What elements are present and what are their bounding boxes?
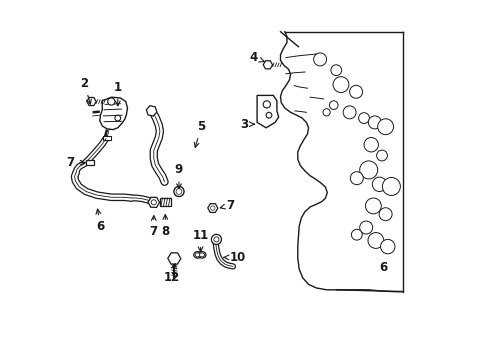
Text: 11: 11 (192, 229, 208, 252)
Text: 5: 5 (194, 120, 205, 147)
Circle shape (367, 233, 383, 248)
Text: 10: 10 (224, 251, 246, 264)
Circle shape (107, 98, 115, 105)
Text: 7: 7 (149, 216, 158, 238)
Circle shape (378, 208, 391, 221)
Circle shape (376, 150, 386, 161)
FancyBboxPatch shape (159, 198, 171, 206)
Ellipse shape (195, 253, 200, 257)
Ellipse shape (193, 252, 201, 258)
Circle shape (358, 113, 368, 123)
Circle shape (365, 198, 381, 214)
Circle shape (359, 221, 372, 234)
Text: 7: 7 (66, 156, 85, 169)
Ellipse shape (198, 252, 205, 258)
Circle shape (363, 138, 378, 152)
Polygon shape (257, 95, 278, 128)
Text: 8: 8 (161, 215, 169, 238)
Circle shape (349, 172, 363, 185)
Circle shape (332, 77, 348, 93)
Polygon shape (103, 136, 110, 140)
Text: 3: 3 (240, 118, 254, 131)
Circle shape (213, 237, 219, 242)
Text: 4: 4 (249, 51, 264, 64)
Circle shape (263, 101, 270, 108)
Ellipse shape (199, 253, 204, 257)
Text: 9: 9 (175, 163, 183, 189)
Circle shape (322, 109, 329, 116)
Circle shape (382, 177, 400, 195)
Circle shape (329, 101, 337, 109)
Circle shape (359, 161, 377, 179)
Circle shape (211, 234, 221, 244)
Polygon shape (100, 97, 127, 130)
Text: 2: 2 (80, 77, 91, 104)
Circle shape (349, 85, 362, 98)
Text: 1: 1 (114, 81, 122, 106)
Circle shape (210, 206, 215, 210)
Text: 6: 6 (96, 209, 104, 233)
FancyBboxPatch shape (85, 160, 94, 165)
Circle shape (313, 53, 326, 66)
Circle shape (343, 106, 355, 119)
Circle shape (377, 119, 393, 135)
Circle shape (367, 116, 381, 129)
Text: 6: 6 (378, 261, 386, 274)
Circle shape (115, 115, 121, 121)
Polygon shape (284, 32, 402, 300)
Circle shape (351, 229, 362, 240)
Circle shape (371, 177, 386, 192)
Text: 12: 12 (163, 264, 180, 284)
Circle shape (380, 239, 394, 254)
Circle shape (265, 112, 271, 118)
Text: 7: 7 (220, 199, 234, 212)
Circle shape (330, 65, 341, 76)
Circle shape (174, 186, 183, 197)
Circle shape (151, 200, 156, 205)
Circle shape (176, 189, 182, 194)
